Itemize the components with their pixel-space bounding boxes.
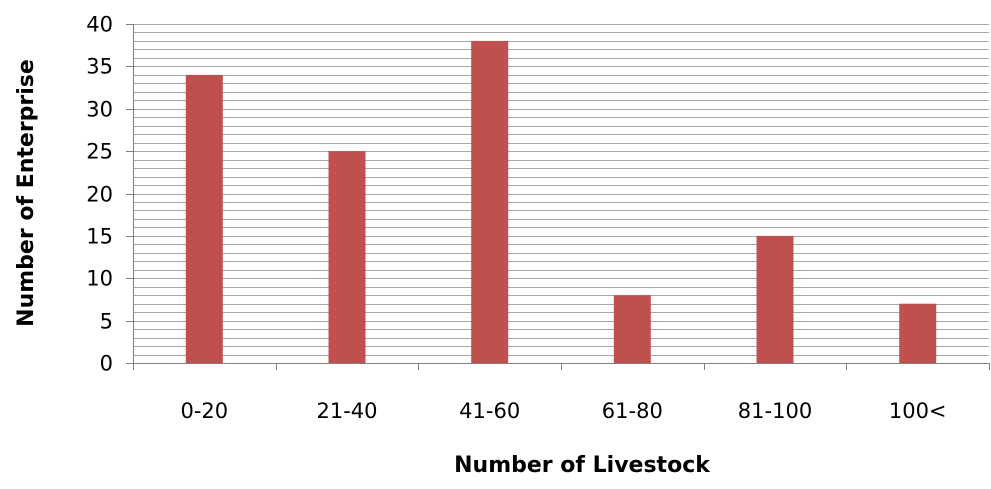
- y-tick-label: 25: [86, 140, 113, 164]
- bar-41-60: [471, 40, 509, 364]
- gridlines: [133, 24, 989, 356]
- bar-61-80: [613, 295, 651, 363]
- y-tick-label: 20: [86, 183, 113, 207]
- x-tick-label: 100<: [889, 399, 947, 423]
- bars: [185, 40, 937, 364]
- y-tick-label: 30: [86, 98, 113, 122]
- y-tick-labels: 0 5 10 15 20 25 30 35 40: [86, 13, 113, 376]
- bar-100<: [899, 303, 937, 363]
- x-tick-label: 81-100: [738, 399, 812, 423]
- y-tick-label: 15: [86, 225, 113, 249]
- x-axis-title: Number of Livestock: [454, 453, 711, 478]
- y-tick-label: 10: [86, 267, 113, 291]
- x-tick-label: 21-40: [316, 399, 377, 423]
- y-tick-label: 5: [100, 310, 113, 334]
- y-tick-label: 40: [86, 13, 113, 37]
- x-tick-label: 61-80: [602, 399, 663, 423]
- x-tick-label: 0-20: [180, 399, 228, 423]
- bar-0-20: [185, 74, 223, 364]
- axes: [126, 24, 990, 370]
- x-tick-labels: 0-20 21-40 41-60 61-80 81-100 100<: [180, 399, 946, 423]
- y-tick-label: 0: [100, 352, 113, 376]
- y-axis-title: Number of Enterprise: [14, 59, 39, 327]
- x-tick-label: 41-60: [459, 399, 520, 423]
- bar-81-100: [756, 235, 794, 363]
- y-tick-label: 35: [86, 55, 113, 79]
- bar-21-40: [328, 151, 366, 363]
